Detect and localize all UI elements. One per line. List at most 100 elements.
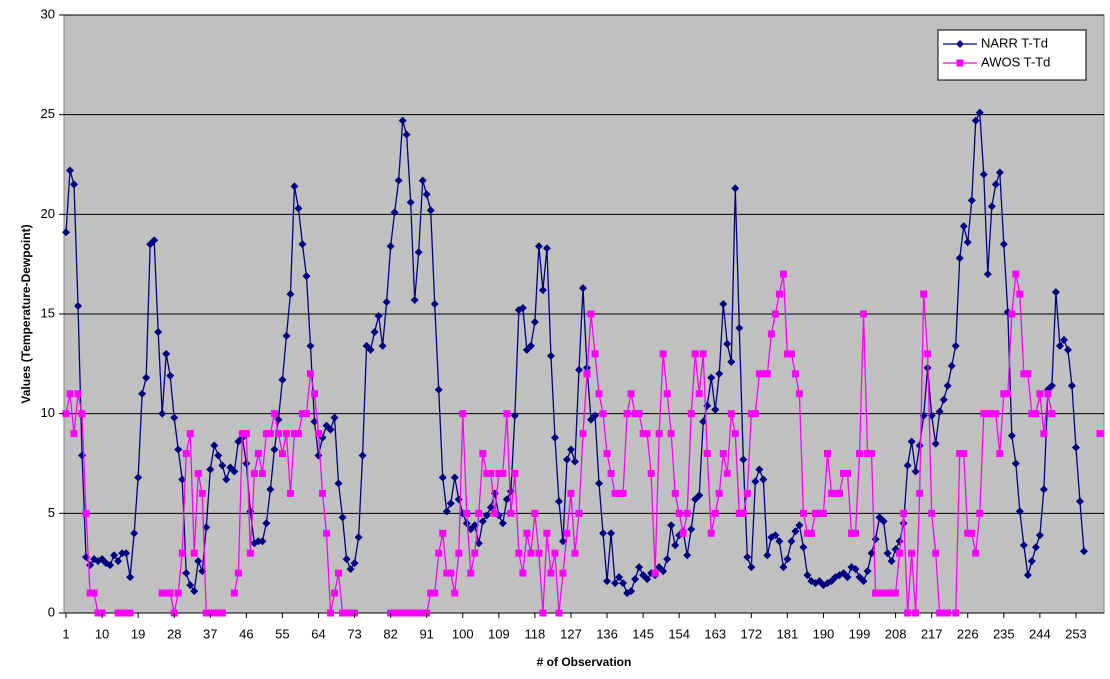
data-point (290, 182, 299, 191)
data-point (531, 509, 539, 517)
data-point (763, 551, 772, 560)
x-tick-label: 28 (167, 626, 181, 641)
data-point (90, 589, 98, 597)
data-point (579, 430, 587, 438)
data-point (438, 473, 447, 482)
data-point (170, 413, 179, 422)
data-point (883, 549, 892, 558)
data-point (342, 555, 351, 564)
data-point (162, 589, 170, 597)
data-point (523, 529, 531, 537)
data-point (1011, 459, 1020, 468)
data-point (142, 373, 151, 382)
data-point (158, 589, 166, 597)
data-point (864, 450, 872, 458)
data-point (527, 549, 535, 557)
data-point (1012, 270, 1020, 278)
data-point (964, 529, 972, 537)
x-tick-label: 37 (203, 626, 217, 641)
data-point (386, 242, 395, 251)
data-point (591, 350, 599, 358)
data-point (562, 455, 571, 464)
data-point (1071, 443, 1080, 452)
data-point (202, 523, 211, 532)
data-point (655, 430, 663, 438)
data-point (595, 479, 604, 488)
data-point (442, 507, 451, 516)
data-point (182, 569, 191, 578)
data-point (539, 609, 547, 617)
data-point (286, 489, 294, 497)
legend-box (937, 29, 1087, 81)
data-point (795, 521, 804, 530)
data-point (258, 469, 266, 477)
data-point (639, 430, 647, 438)
data-point (519, 569, 527, 577)
data-point (743, 553, 752, 562)
data-point (751, 410, 759, 418)
data-point (671, 541, 680, 550)
data-point (526, 341, 535, 350)
data-point (723, 339, 732, 348)
data-point (960, 450, 968, 458)
data-point (843, 573, 852, 582)
data-point (771, 310, 779, 318)
data-point (298, 410, 306, 418)
data-point (868, 450, 876, 458)
data-point (66, 390, 74, 398)
data-point (410, 296, 419, 305)
data-point (182, 450, 190, 458)
data-point (599, 410, 607, 418)
data-point (691, 350, 699, 358)
data-point (546, 351, 555, 360)
data-point (791, 370, 799, 378)
data-point (282, 430, 290, 438)
data-point (274, 415, 283, 424)
data-point (888, 589, 896, 597)
data-point (972, 549, 980, 557)
data-point (198, 489, 206, 497)
data-point (511, 469, 519, 477)
data-point (194, 469, 202, 477)
data-point (166, 371, 175, 380)
data-point (615, 489, 623, 497)
data-point (844, 469, 852, 477)
data-point (126, 609, 134, 617)
x-tick-label: 163 (704, 626, 726, 641)
data-point (538, 286, 547, 295)
data-point (270, 410, 278, 418)
data-point (278, 375, 287, 384)
y-axis-title: Values (Temperature-Dewpoint) (19, 224, 33, 403)
data-point (587, 310, 595, 318)
x-tick-label: 190 (813, 626, 835, 641)
data-point (667, 430, 675, 438)
x-tick-label: 19 (131, 626, 145, 641)
y-tick-label: 25 (41, 106, 55, 121)
x-tick-label: 91 (419, 626, 433, 641)
data-point (679, 529, 687, 537)
data-point (470, 521, 479, 530)
data-point (250, 469, 258, 477)
data-point (242, 459, 251, 468)
data-point (719, 300, 728, 309)
data-point (190, 587, 199, 596)
data-point (940, 609, 948, 617)
data-point (607, 469, 615, 477)
data-point (190, 549, 198, 557)
data-point (1004, 390, 1012, 398)
x-tick-label: 181 (777, 626, 799, 641)
data-point (939, 395, 948, 404)
data-point (959, 222, 968, 231)
data-point (880, 589, 888, 597)
data-point (859, 577, 868, 586)
data-point (904, 609, 912, 617)
data-point (651, 569, 659, 577)
y-tick-label: 5 (48, 505, 55, 520)
data-point (771, 531, 780, 540)
data-point (920, 290, 928, 298)
data-point (415, 609, 423, 617)
data-point (395, 609, 403, 617)
data-point (382, 298, 391, 307)
data-point (872, 589, 880, 597)
data-point (1079, 547, 1088, 556)
